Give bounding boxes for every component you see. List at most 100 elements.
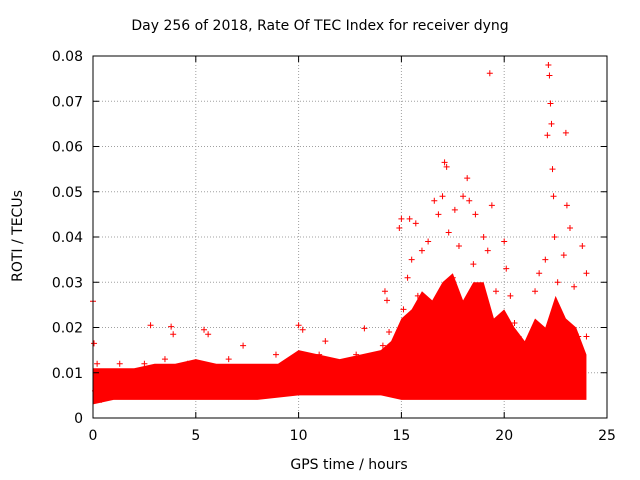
data-point — [264, 392, 271, 399]
data-point — [361, 325, 368, 332]
data-point — [480, 234, 487, 240]
data-point — [240, 342, 247, 349]
data-point — [316, 351, 323, 358]
data-point — [484, 247, 491, 254]
data-point — [307, 378, 314, 385]
data-point — [192, 387, 199, 394]
data-point — [551, 234, 558, 240]
data-point — [394, 333, 401, 340]
data-point — [338, 360, 345, 367]
x-axis-label: GPS time / hours — [290, 457, 408, 473]
data-point — [211, 369, 218, 376]
x-tick-label: 20 — [495, 428, 513, 444]
data-point — [396, 224, 403, 231]
data-point — [418, 247, 425, 254]
data-point — [386, 329, 393, 336]
data-point — [170, 331, 177, 338]
data-point — [441, 159, 448, 166]
data-point — [400, 306, 407, 313]
data-point — [431, 197, 438, 204]
data-point — [147, 322, 154, 329]
data-point — [248, 378, 255, 385]
x-tick-label: 25 — [598, 428, 616, 444]
data-point — [566, 224, 573, 231]
data-point — [299, 326, 306, 333]
data-point — [116, 360, 123, 367]
data-point — [124, 392, 131, 399]
y-tick-label: 0.06 — [52, 140, 83, 156]
grid — [93, 56, 607, 418]
data-point — [501, 238, 508, 245]
data-point — [233, 383, 240, 390]
data-point — [330, 374, 337, 381]
data-point — [515, 333, 522, 340]
data-point — [583, 270, 590, 277]
data-point — [427, 315, 434, 322]
data-point — [375, 383, 382, 390]
data-point — [545, 62, 552, 69]
y-tick-label: 0.02 — [52, 321, 83, 337]
data-point — [488, 202, 495, 209]
data-point — [91, 340, 98, 347]
y-tick-label: 0.07 — [52, 94, 83, 110]
data-point — [168, 323, 175, 330]
data-point — [571, 283, 578, 290]
data-point — [390, 360, 397, 367]
data-point — [178, 383, 185, 390]
chart-title: Day 256 of 2018, Rate Of TEC Index for r… — [131, 18, 509, 34]
data-point — [451, 206, 458, 213]
data-point — [219, 392, 226, 399]
y-tick-label: 0.01 — [52, 366, 83, 382]
data-point — [550, 193, 557, 200]
data-point — [404, 274, 411, 281]
data-point — [184, 360, 191, 367]
x-tick-label: 5 — [191, 428, 200, 444]
data-point — [546, 72, 553, 79]
data-point — [554, 279, 561, 286]
data-point — [102, 374, 109, 381]
data-point — [455, 243, 462, 250]
data-point — [435, 211, 442, 218]
data-point — [398, 215, 405, 222]
data-point — [532, 288, 539, 295]
data-point — [470, 261, 477, 268]
data-point — [527, 338, 534, 345]
data-point — [295, 322, 302, 329]
x-tick-label: 15 — [392, 428, 410, 444]
axes: 0 5 10 15 20 25 0 0.01 0.02 0.03 0.04 0.05 0.06 0.07 0… — [52, 49, 616, 444]
data-point — [449, 274, 456, 281]
dense-data-band — [93, 273, 587, 405]
data-point — [511, 319, 518, 326]
data-point — [521, 347, 528, 354]
data-point — [406, 215, 413, 222]
data-point — [98, 396, 105, 403]
data-point — [367, 369, 374, 376]
data-point — [141, 360, 148, 367]
data-point — [353, 351, 360, 358]
data-point — [379, 342, 386, 349]
data-point — [547, 100, 554, 107]
data-point — [287, 360, 294, 367]
data-point — [560, 252, 567, 259]
data-points — [90, 62, 590, 403]
x-tick-label: 0 — [89, 428, 98, 444]
data-point — [412, 220, 419, 227]
data-point — [466, 197, 473, 204]
data-point — [563, 202, 570, 209]
data-point — [549, 166, 556, 173]
data-point — [414, 292, 421, 299]
data-point — [425, 238, 432, 245]
data-point — [472, 211, 479, 218]
y-axis-label: ROTI / TECUs — [10, 190, 26, 282]
data-point — [542, 256, 549, 263]
data-point — [201, 326, 208, 333]
data-point — [408, 256, 415, 263]
y-tick-label: 0.08 — [52, 49, 83, 65]
data-point — [94, 360, 101, 367]
data-point — [423, 301, 430, 308]
data-point — [133, 374, 140, 381]
data-point — [503, 265, 510, 272]
data-point — [439, 193, 446, 200]
data-point — [381, 288, 388, 295]
data-point — [384, 297, 391, 304]
